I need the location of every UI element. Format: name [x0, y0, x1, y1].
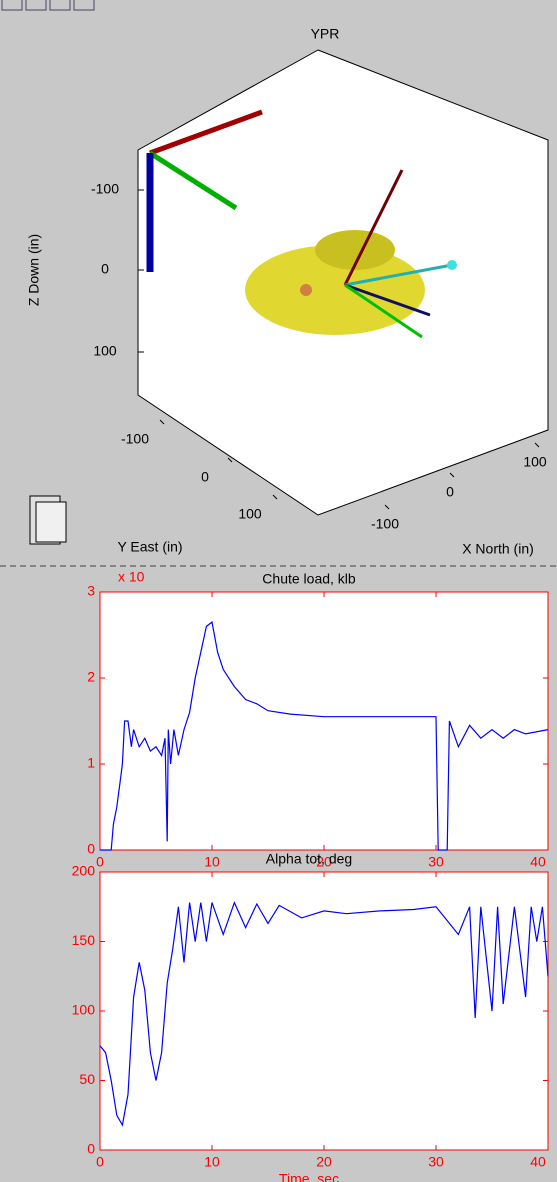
x-tick-label: 10 [204, 854, 220, 870]
plot-area [99, 871, 549, 1151]
x-tick [384, 504, 390, 510]
vehicle-axis [344, 283, 431, 317]
x-tick-label: 40 [530, 854, 546, 870]
z-tick-label: 0 [101, 261, 109, 277]
x-tick-label: 20 [316, 854, 332, 870]
x-axis-label: Time, sec [279, 1171, 339, 1182]
z-tick-label: -100 [91, 181, 119, 197]
vehicle-top [315, 230, 395, 270]
y-tick [227, 457, 233, 463]
x-tick-label: 100 [523, 454, 547, 470]
data-line [99, 900, 549, 1127]
plot-area [99, 591, 549, 851]
tool-icon [25, 0, 47, 11]
x-tick-label: 30 [428, 1154, 444, 1170]
x-tick-label: 20 [316, 1154, 332, 1170]
vehicle-axis [344, 283, 423, 339]
vehicle-axis [344, 263, 453, 287]
y-tick-label: 100 [238, 506, 262, 522]
y-tick [272, 494, 278, 500]
body-axis [148, 150, 238, 211]
x-tick-label: 0 [96, 1154, 104, 1170]
toolbar [1, 0, 95, 11]
y-tick-label: 1 [87, 755, 95, 771]
tool-icon [49, 0, 71, 11]
y-tick-label: 50 [79, 1071, 95, 1087]
y-tick-label: 200 [72, 863, 96, 879]
x-tick-label: -100 [371, 516, 399, 532]
plot-title: Alpha tot, deg [266, 851, 352, 867]
y-tick-label: 0 [201, 469, 209, 485]
vehicle-marker [300, 284, 312, 296]
y-tick-label: 100 [72, 1002, 96, 1018]
z-axis-label: Z Down (in) [26, 234, 42, 306]
y-tick-label: 0 [87, 1141, 95, 1157]
tool-icon [1, 0, 23, 11]
x-tick [534, 442, 540, 448]
y-tick-label: -100 [121, 431, 149, 447]
x-tick-label: 40 [530, 1154, 546, 1170]
y-tick [159, 419, 165, 425]
y-tick-label: 3 [87, 583, 95, 599]
x-tick-label: 0 [96, 854, 104, 870]
vehicle [245, 245, 425, 335]
x-tick [449, 472, 455, 478]
body-axis [149, 109, 263, 156]
rotate-icon [29, 495, 67, 545]
plot-title: Chute load, klb [262, 571, 356, 587]
x-tick-label: 0 [446, 484, 454, 500]
z-tick-label: 100 [93, 343, 117, 359]
3d-title: YPR [311, 26, 340, 42]
3d-scene [146, 109, 457, 339]
y-tick-label: 150 [72, 932, 96, 948]
vehicle-axis [343, 169, 404, 286]
y-tick-label: 0 [87, 841, 95, 857]
x-tick-label: 10 [204, 1154, 220, 1170]
y-tick-label: 2 [87, 669, 95, 685]
x-axis-label: X North (in) [462, 541, 534, 557]
exponent-label: x 10 [118, 569, 145, 585]
icon-page [35, 501, 67, 543]
y-axis-label: Y East (in) [117, 539, 182, 555]
x-tick-label: 30 [428, 854, 444, 870]
data-line [100, 621, 549, 851]
vehicle-axis-tip [447, 260, 457, 270]
tool-icon [73, 0, 95, 11]
